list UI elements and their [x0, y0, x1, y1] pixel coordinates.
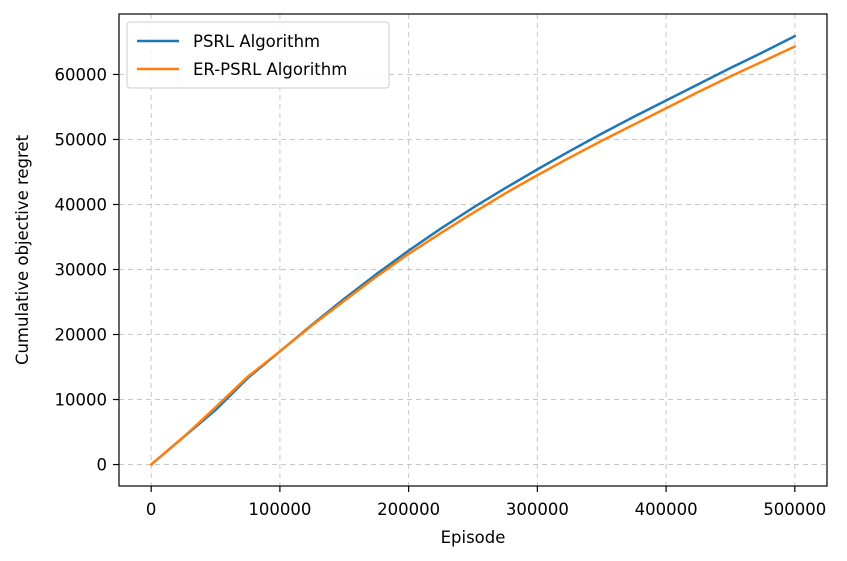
y-tick-label: 60000	[55, 65, 108, 84]
x-tick-label: 300000	[506, 500, 569, 519]
x-axis-ticks: 0 100000 200000 300000 400000 500000	[146, 486, 826, 519]
y-tick-label: 50000	[55, 130, 108, 149]
series-line-1	[149, 45, 797, 466]
legend-label-er-psrl: ER-PSRL Algorithm	[193, 60, 347, 79]
x-tick-label: 500000	[763, 500, 826, 519]
y-axis-label: Cumulative objective regret	[13, 134, 32, 365]
y-tick-label: 0	[97, 456, 108, 475]
legend: PSRL Algorithm ER-PSRL Algorithm	[126, 21, 390, 89]
x-tick-label: 200000	[377, 500, 440, 519]
y-tick-label: 20000	[55, 326, 108, 345]
series-layer	[149, 34, 797, 466]
legend-label-psrl: PSRL Algorithm	[193, 32, 320, 51]
plot-area	[119, 14, 827, 486]
x-tick-label: 400000	[635, 500, 698, 519]
x-axis-label: Episode	[441, 528, 506, 547]
plot-frame	[118, 13, 828, 487]
x-tick-label: 0	[146, 500, 157, 519]
legend-box	[126, 21, 390, 89]
y-tick-label: 40000	[55, 195, 108, 214]
y-tick-label: 30000	[55, 261, 108, 280]
y-axis-ticks: 0 10000 20000 30000 40000 50000 60000	[55, 65, 119, 475]
x-tick-label: 100000	[248, 500, 311, 519]
y-tick-label: 10000	[55, 391, 108, 410]
